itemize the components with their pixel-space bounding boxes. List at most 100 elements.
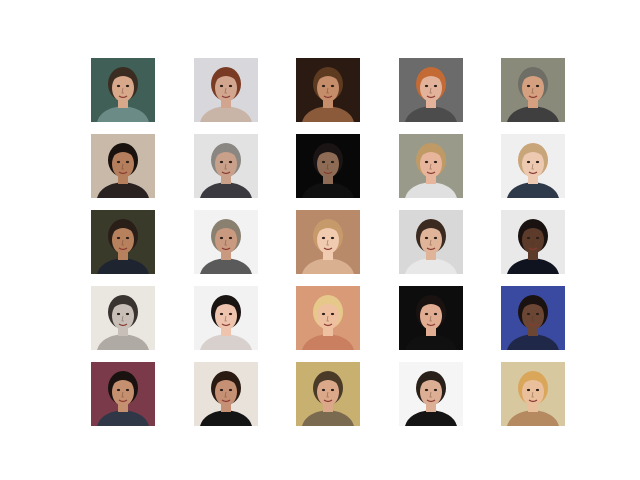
left-eye: [116, 236, 121, 240]
face-thumbnail: [296, 134, 360, 198]
nose: [121, 239, 124, 246]
mouth: [221, 247, 231, 251]
left-eye: [321, 388, 326, 392]
right-eye: [535, 84, 540, 88]
face-thumbnail: [399, 134, 463, 198]
face-photo: [194, 286, 258, 350]
face-photo: [501, 134, 565, 198]
shoulders: [302, 258, 354, 274]
neck: [426, 326, 436, 336]
shoulders: [97, 334, 149, 350]
face-photo: [399, 134, 463, 198]
hair-fringe: [316, 298, 340, 310]
face: [112, 150, 134, 178]
nose: [224, 87, 227, 94]
neck: [528, 174, 538, 184]
nose: [531, 87, 534, 94]
left-eye: [219, 312, 224, 316]
hair-fringe: [419, 222, 443, 234]
neck: [528, 250, 538, 260]
right-eye: [125, 312, 130, 316]
nose: [326, 239, 329, 246]
face-photo: [91, 58, 155, 122]
right-eye: [228, 160, 233, 164]
neck: [528, 98, 538, 108]
face-photo: [296, 58, 360, 122]
mouth: [118, 247, 128, 251]
face-photo: [91, 210, 155, 274]
mouth: [118, 323, 128, 327]
mouth: [528, 171, 538, 175]
face-photo: [296, 362, 360, 426]
mouth: [528, 399, 538, 403]
face-photo: [399, 58, 463, 122]
face-thumbnail: [501, 286, 565, 350]
right-eye: [433, 84, 438, 88]
shoulders: [405, 334, 457, 350]
face: [420, 74, 442, 102]
hair-fringe: [214, 374, 238, 386]
face-photo: [194, 134, 258, 198]
left-eye: [116, 312, 121, 316]
right-eye: [228, 388, 233, 392]
mouth: [221, 399, 231, 403]
left-eye: [219, 388, 224, 392]
face: [317, 378, 339, 406]
hair-fringe: [214, 222, 238, 234]
mouth: [528, 323, 538, 327]
mouth: [323, 323, 333, 327]
face-thumbnail: [296, 286, 360, 350]
left-eye: [116, 84, 121, 88]
hair-fringe: [214, 298, 238, 310]
hair-fringe: [521, 146, 545, 158]
shoulders: [302, 334, 354, 350]
nose: [224, 239, 227, 246]
mouth: [323, 247, 333, 251]
neck: [323, 250, 333, 260]
left-eye: [526, 160, 531, 164]
mouth: [528, 247, 538, 251]
face: [317, 226, 339, 254]
face-thumbnail: [194, 362, 258, 426]
shoulders: [200, 106, 252, 122]
right-eye: [228, 236, 233, 240]
nose: [429, 239, 432, 246]
mouth: [426, 323, 436, 327]
face: [215, 74, 237, 102]
face: [215, 302, 237, 330]
face: [215, 150, 237, 178]
face-photo: [194, 362, 258, 426]
nose: [531, 163, 534, 170]
hair-fringe: [111, 222, 135, 234]
face-photo: [194, 58, 258, 122]
mouth: [323, 171, 333, 175]
hair-fringe: [521, 222, 545, 234]
neck: [323, 174, 333, 184]
hair-fringe: [521, 374, 545, 386]
face-photo: [501, 362, 565, 426]
left-eye: [321, 312, 326, 316]
face-thumbnail: [194, 58, 258, 122]
right-eye: [330, 312, 335, 316]
neck: [426, 250, 436, 260]
left-eye: [219, 236, 224, 240]
left-eye: [526, 84, 531, 88]
left-eye: [424, 160, 429, 164]
face: [317, 74, 339, 102]
face: [215, 226, 237, 254]
mouth: [221, 323, 231, 327]
right-eye: [433, 388, 438, 392]
right-eye: [433, 236, 438, 240]
face-thumbnail: [194, 286, 258, 350]
right-eye: [535, 160, 540, 164]
right-eye: [125, 388, 130, 392]
left-eye: [116, 160, 121, 164]
right-eye: [125, 160, 130, 164]
face: [522, 302, 544, 330]
face-thumbnail: [91, 286, 155, 350]
nose: [224, 315, 227, 322]
left-eye: [321, 84, 326, 88]
right-eye: [330, 236, 335, 240]
right-eye: [228, 84, 233, 88]
right-eye: [125, 236, 130, 240]
